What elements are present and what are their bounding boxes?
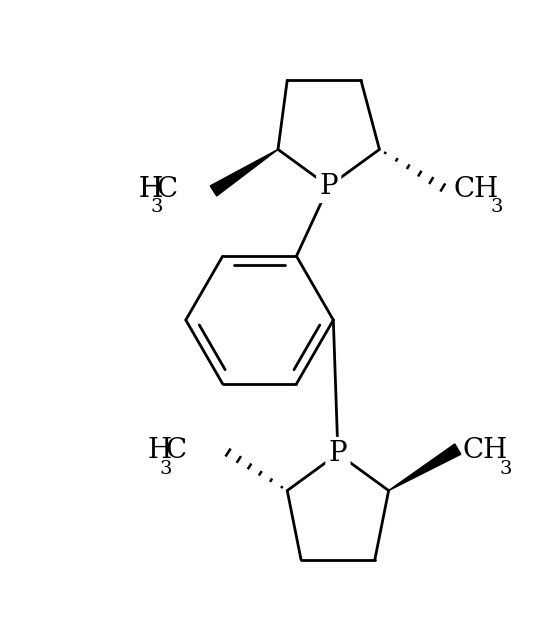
Text: 3: 3 [499, 460, 512, 478]
Text: C: C [166, 437, 187, 465]
Text: C: C [156, 175, 177, 203]
Text: P: P [319, 173, 338, 200]
Text: H: H [138, 175, 163, 203]
Polygon shape [389, 444, 461, 491]
Text: 3: 3 [490, 198, 503, 216]
Text: H: H [148, 437, 172, 465]
Polygon shape [210, 149, 278, 196]
Text: P: P [329, 440, 348, 467]
Text: CH: CH [463, 437, 508, 465]
Text: 3: 3 [150, 198, 163, 216]
Text: H: H [138, 175, 163, 203]
Text: 3: 3 [160, 460, 172, 478]
Text: CH: CH [453, 175, 498, 203]
